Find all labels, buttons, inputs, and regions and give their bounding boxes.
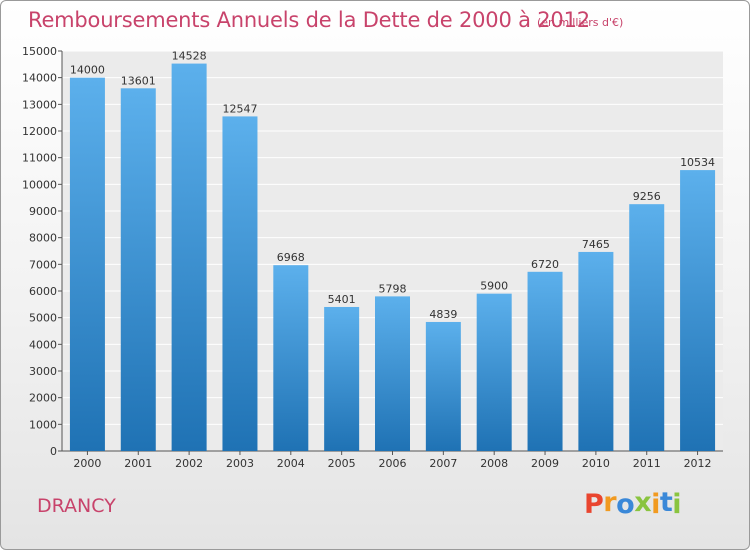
logo-letter: t bbox=[659, 487, 673, 518]
chart-title: Remboursements Annuels de la Dette de 20… bbox=[28, 8, 590, 32]
proxiti-logo: Proxiti bbox=[584, 487, 682, 520]
y-tick-label: 13000 bbox=[22, 98, 57, 111]
data-label: 9256 bbox=[633, 190, 661, 203]
y-tick-label: 9000 bbox=[29, 205, 57, 218]
data-label: 7465 bbox=[582, 238, 610, 251]
x-tick-label: 2006 bbox=[379, 457, 407, 470]
y-tick-label: 7000 bbox=[29, 258, 57, 271]
y-tick-label: 1000 bbox=[29, 418, 57, 431]
x-tick-label: 2002 bbox=[175, 457, 203, 470]
y-tick-label: 6000 bbox=[29, 285, 57, 298]
data-label: 6968 bbox=[277, 251, 305, 264]
x-tick-label: 2011 bbox=[633, 457, 661, 470]
y-tick-label: 11000 bbox=[22, 152, 57, 165]
y-tick-label: 3000 bbox=[29, 365, 57, 378]
bar bbox=[629, 204, 665, 451]
data-label: 12547 bbox=[222, 102, 257, 115]
chart-subtitle: (en milliers d'€) bbox=[537, 16, 624, 29]
bar bbox=[375, 296, 410, 451]
y-tick-label: 5000 bbox=[29, 312, 57, 325]
bar bbox=[171, 63, 207, 451]
x-tick-label: 2004 bbox=[277, 457, 305, 470]
bar bbox=[680, 170, 716, 452]
data-label: 6720 bbox=[531, 258, 559, 271]
logo-letter: x bbox=[634, 487, 652, 518]
bar bbox=[476, 293, 512, 451]
x-tick-label: 2003 bbox=[226, 457, 254, 470]
logo-letter: o bbox=[616, 489, 635, 520]
x-tick-label: 2005 bbox=[328, 457, 356, 470]
y-tick-label: 4000 bbox=[29, 338, 57, 351]
data-label: 5900 bbox=[480, 280, 508, 293]
logo-letter: i bbox=[672, 489, 682, 520]
y-tick-label: 2000 bbox=[29, 392, 57, 405]
bar bbox=[120, 88, 156, 451]
x-tick-label: 2000 bbox=[73, 457, 101, 470]
bar bbox=[425, 321, 461, 451]
logo-letter: P bbox=[584, 489, 604, 520]
y-tick-label: 15000 bbox=[22, 45, 57, 58]
y-tick-label: 14000 bbox=[22, 72, 57, 85]
x-tick-label: 2010 bbox=[582, 457, 610, 470]
bar bbox=[273, 265, 309, 451]
logo-letter: i bbox=[651, 489, 660, 520]
y-tick-label: 12000 bbox=[22, 125, 57, 138]
data-label: 14528 bbox=[172, 50, 207, 63]
bar bbox=[578, 251, 614, 451]
data-label: 10534 bbox=[680, 156, 715, 169]
x-tick-label: 2008 bbox=[480, 457, 508, 470]
bar bbox=[69, 77, 105, 452]
y-tick-label: 0 bbox=[50, 445, 57, 458]
data-label: 5401 bbox=[328, 293, 356, 306]
city-label: DRANCY bbox=[37, 495, 116, 517]
data-label: 13601 bbox=[121, 74, 156, 87]
data-label: 5798 bbox=[379, 282, 407, 295]
x-tick-label: 2009 bbox=[531, 457, 559, 470]
x-tick-label: 2001 bbox=[124, 457, 152, 470]
bar bbox=[324, 306, 360, 451]
x-tick-label: 2012 bbox=[684, 457, 712, 470]
bar bbox=[527, 271, 563, 451]
y-tick-label: 8000 bbox=[29, 232, 57, 245]
logo-letter: r bbox=[603, 487, 617, 518]
y-tick-label: 10000 bbox=[22, 178, 57, 191]
x-tick-label: 2007 bbox=[429, 457, 457, 470]
data-label: 4839 bbox=[429, 308, 457, 321]
bar bbox=[222, 116, 258, 451]
data-label: 14000 bbox=[70, 64, 105, 77]
